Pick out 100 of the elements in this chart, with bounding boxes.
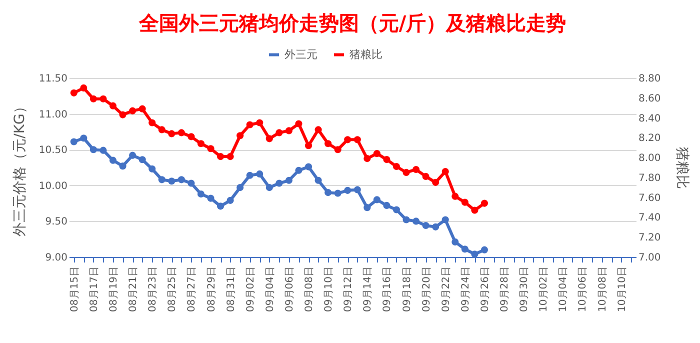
x-tick-label: 08月19日 (108, 266, 120, 312)
point (285, 127, 292, 134)
x-tick-label: 09月24日 (460, 266, 472, 312)
point (392, 206, 400, 214)
point (100, 95, 107, 102)
point (442, 168, 449, 176)
y2-tick-label: 7.00 (638, 252, 661, 264)
point (373, 150, 380, 158)
point (364, 204, 371, 212)
y2-tick-label: 7.20 (638, 232, 661, 244)
point (216, 153, 224, 160)
y2-tick-label: 8.60 (638, 93, 661, 104)
point (304, 142, 312, 150)
y-tick-label: 10.50 (38, 145, 68, 156)
point (197, 190, 205, 198)
x-tick-label: 09月14日 (362, 266, 374, 312)
point (168, 178, 176, 185)
point (256, 119, 264, 126)
point (70, 89, 78, 96)
point (100, 146, 107, 154)
point (402, 216, 410, 224)
point (324, 140, 332, 148)
point (246, 121, 254, 128)
point (344, 136, 352, 144)
point (246, 172, 254, 179)
point (236, 132, 244, 140)
x-tick-label: 08月21日 (128, 266, 140, 312)
y2-tick-label: 8.80 (638, 74, 661, 84)
x-tick-label: 09月20日 (421, 266, 432, 312)
point (148, 165, 156, 172)
x-tick-label: 10月06日 (578, 266, 589, 312)
point (178, 176, 185, 184)
y-tick-label: 11.50 (38, 74, 68, 84)
x-tick-label: 08月25日 (167, 266, 178, 312)
point (314, 126, 322, 134)
y-tick-label: 11.00 (38, 109, 68, 120)
y2-tick-label: 7.60 (638, 192, 661, 204)
point (109, 156, 117, 164)
point (226, 153, 234, 160)
point (373, 196, 380, 204)
point (158, 126, 166, 134)
point (471, 250, 478, 258)
point (412, 218, 420, 225)
y2-tick-label: 8.20 (638, 133, 661, 144)
point (197, 140, 205, 148)
point (334, 146, 342, 154)
y2-tick-label: 7.40 (638, 212, 661, 224)
x-tick-label: 08月27日 (186, 266, 198, 312)
point (432, 178, 440, 186)
point (442, 216, 449, 224)
point (354, 136, 361, 144)
y2-axis-title: 猪粮比 (674, 147, 690, 189)
point (304, 163, 312, 170)
point (295, 166, 302, 174)
point (285, 176, 292, 184)
point (138, 105, 146, 112)
point (276, 129, 283, 136)
point (266, 135, 273, 142)
point (276, 180, 283, 187)
x-tick-label: 09月04日 (264, 266, 276, 312)
point (295, 120, 302, 128)
x-tick-label: 10月02日 (538, 266, 550, 312)
point (324, 189, 332, 196)
y-tick-label: 9.00 (45, 252, 68, 264)
y2-tick-label: 7.80 (638, 172, 661, 184)
point (422, 222, 430, 230)
point (158, 176, 166, 184)
point (207, 145, 214, 152)
point (129, 107, 136, 114)
point (383, 202, 390, 209)
point (80, 134, 88, 142)
point (207, 194, 214, 202)
x-tick-label: 09月08日 (304, 266, 316, 312)
x-tick-label: 09月10日 (324, 266, 335, 312)
point (422, 172, 430, 180)
point (80, 84, 88, 92)
x-tick-label: 09月26日 (480, 266, 491, 312)
point (178, 129, 185, 136)
x-tick-label: 09月16日 (382, 266, 394, 312)
y-tick-label: 10.00 (38, 180, 68, 192)
point (392, 162, 400, 170)
point (480, 200, 488, 207)
point (188, 180, 195, 187)
point (364, 155, 371, 162)
point (216, 202, 224, 210)
point (461, 246, 468, 253)
x-tick-label: 09月06日 (284, 266, 296, 312)
point (188, 133, 195, 140)
point (402, 168, 410, 176)
point (129, 152, 136, 159)
point (344, 186, 352, 194)
point (119, 111, 126, 118)
point (383, 156, 390, 164)
point (471, 206, 478, 214)
x-tick-label: 08月15日 (69, 266, 80, 312)
x-tick-label: 08月29日 (206, 266, 218, 312)
point (461, 198, 468, 206)
x-tick-label: 09月18日 (402, 266, 413, 312)
point (90, 146, 97, 154)
y2-tick-label: 8.40 (638, 113, 661, 124)
